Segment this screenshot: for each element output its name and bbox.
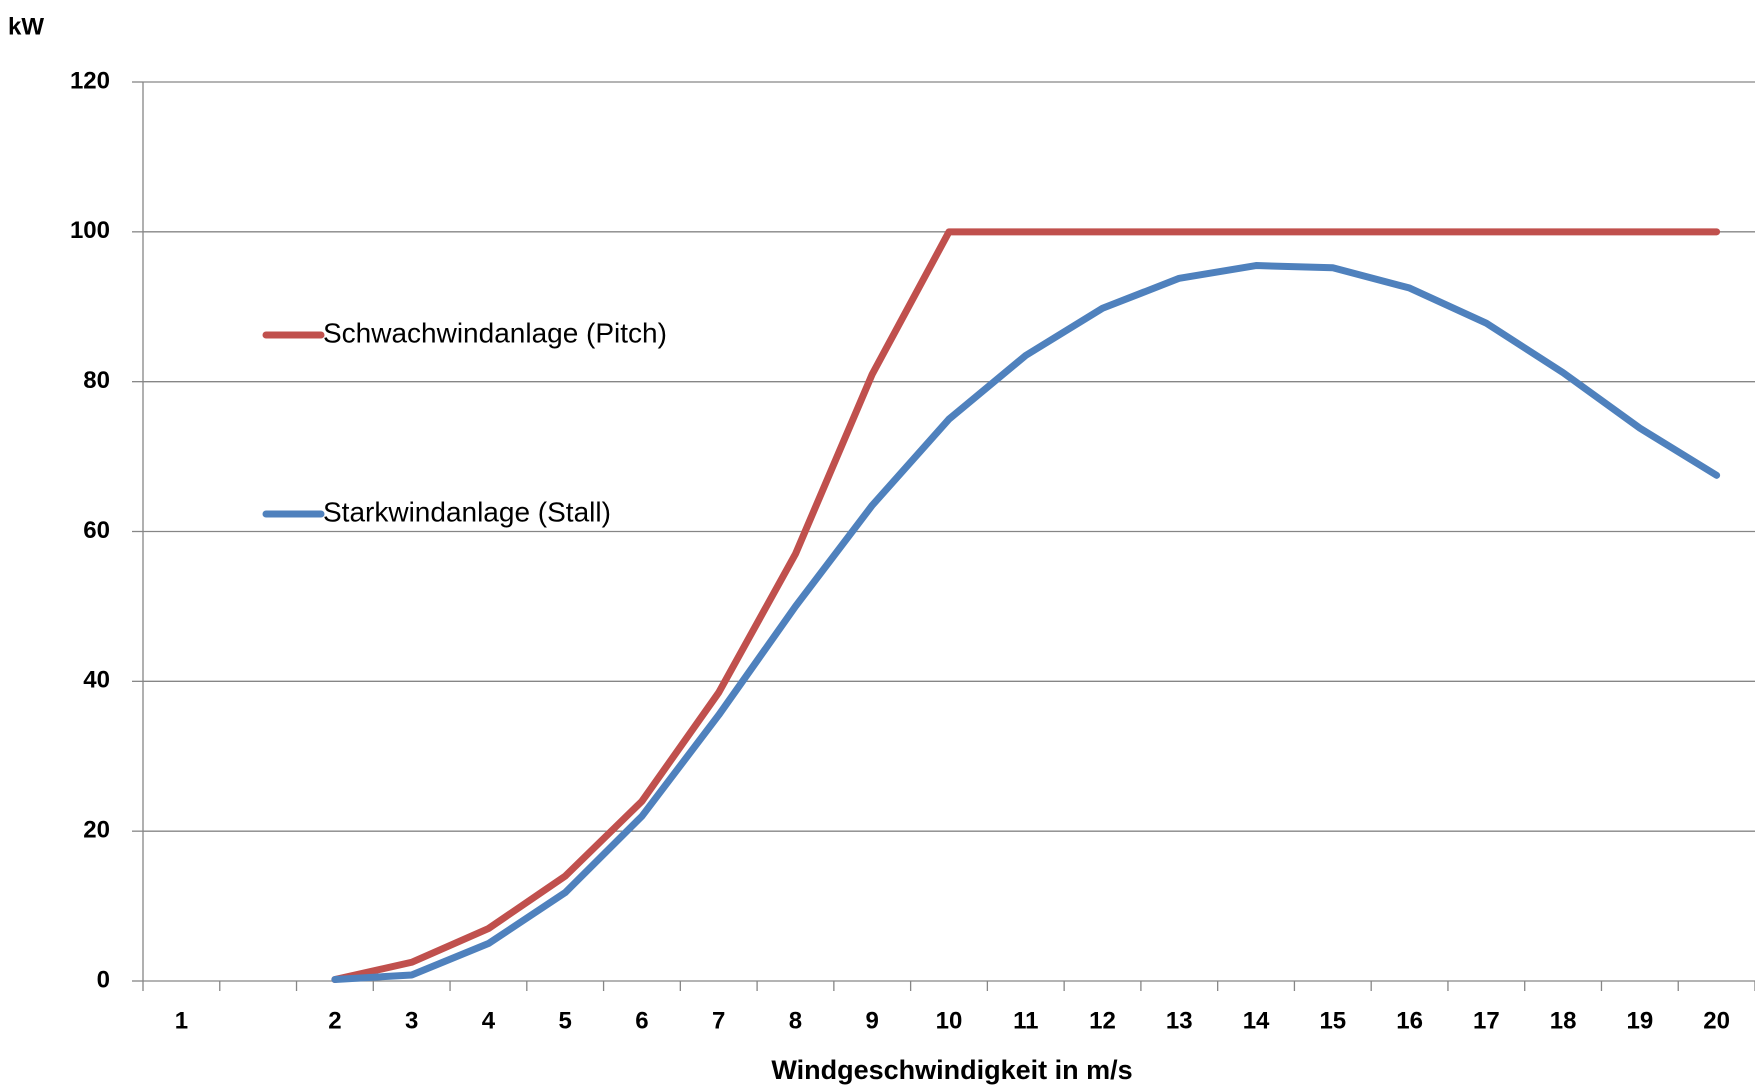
x-tick-label: 7 — [712, 1007, 725, 1034]
y-tick-label: 60 — [83, 517, 110, 544]
x-tick-label: 12 — [1089, 1007, 1116, 1034]
x-tick-label: 19 — [1627, 1007, 1654, 1034]
y-tick-label: 20 — [83, 817, 110, 844]
y-axis-label: kW — [8, 13, 44, 40]
x-tick-label: 15 — [1319, 1007, 1346, 1034]
x-tick-label: 17 — [1473, 1007, 1500, 1034]
x-tick-label: 2 — [328, 1007, 341, 1034]
x-tick-label: 14 — [1243, 1007, 1270, 1034]
x-tick-label: 11 — [1013, 1007, 1038, 1034]
x-tick-label: 13 — [1166, 1007, 1193, 1034]
x-tick-label: 3 — [405, 1007, 418, 1034]
x-tick-label: 18 — [1550, 1007, 1577, 1034]
y-tick-label: 120 — [70, 67, 110, 94]
line-series — [331, 262, 1721, 984]
legend-label: Schwachwindanlage (Pitch) — [323, 317, 667, 348]
x-tick-label: 4 — [482, 1007, 496, 1034]
x-tick-label: 8 — [789, 1007, 802, 1034]
y-tick-label: 40 — [83, 667, 110, 694]
line-series — [331, 228, 1721, 984]
y-tick-label: 0 — [97, 966, 110, 993]
x-tick-label: 5 — [559, 1007, 572, 1034]
x-tick-label: 1 — [175, 1007, 188, 1034]
x-tick-label: 20 — [1703, 1007, 1730, 1034]
x-tick-label: 9 — [866, 1007, 879, 1034]
x-tick-label: 16 — [1396, 1007, 1423, 1034]
y-tick-label: 80 — [83, 367, 110, 394]
legend-label: Starkwindanlage (Stall) — [323, 496, 611, 527]
x-axis-label: Windgeschwindigkeit in m/s — [771, 1055, 1132, 1085]
y-tick-label: 100 — [70, 217, 110, 244]
x-tick-label: 6 — [635, 1007, 648, 1034]
x-tick-label: 10 — [936, 1007, 963, 1034]
